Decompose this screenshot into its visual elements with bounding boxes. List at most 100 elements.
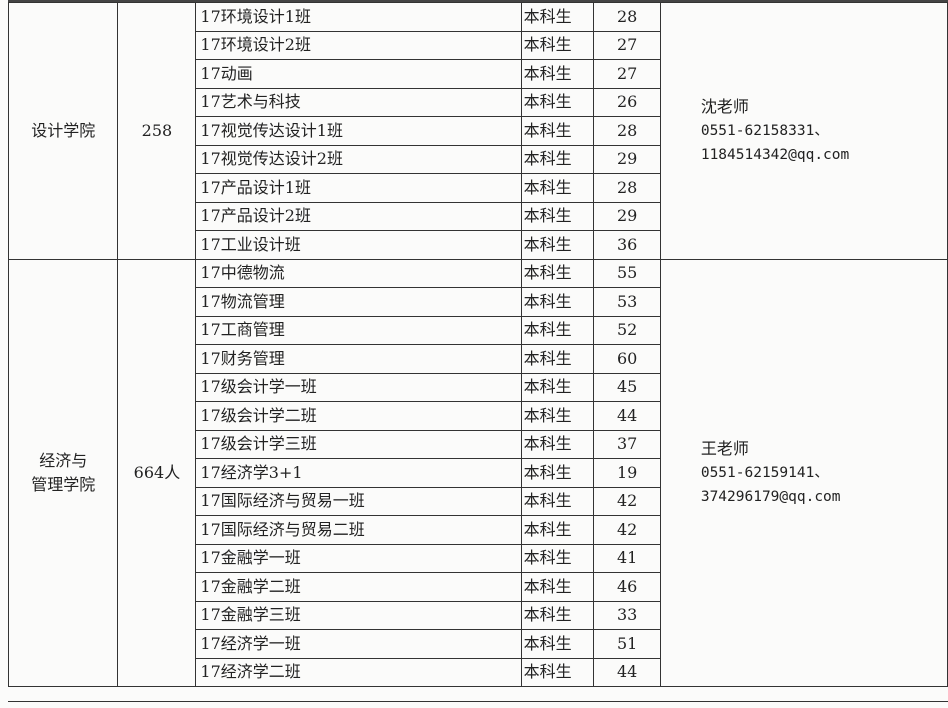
student-count: 52 (593, 315, 661, 345)
class-name: 17国际经济与贸易二班 (195, 515, 522, 545)
student-type: 本科生 (520, 572, 595, 602)
total-count: 664人 (117, 258, 197, 687)
student-type: 本科生 (520, 59, 595, 89)
student-type: 本科生 (520, 2, 595, 32)
table-row: 17产品设计2班 本科生 29 (9, 201, 948, 231)
student-type: 本科生 (520, 515, 595, 545)
contact-name: 王老师 (700, 438, 749, 458)
table-row: 17国际经济与贸易一班 本科生 42 (9, 486, 948, 516)
student-type: 本科生 (520, 429, 595, 459)
student-count: 51 (593, 629, 661, 659)
table-row: 17级会计学一班 本科生 45 (9, 372, 948, 402)
student-count: 45 (593, 372, 661, 402)
table-row: 17财务管理 本科生 60 (9, 344, 948, 374)
student-type: 本科生 (520, 258, 595, 288)
table-row: 17工业设计班 本科生 36 (9, 230, 948, 260)
student-count: 46 (593, 572, 661, 602)
class-name: 17金融学一班 (195, 543, 522, 573)
student-type: 本科生 (520, 401, 595, 431)
student-count: 41 (593, 543, 661, 573)
student-type: 本科生 (520, 230, 595, 260)
student-count: 37 (593, 429, 661, 459)
student-count: 28 (593, 2, 661, 32)
student-type: 本科生 (520, 201, 595, 231)
college-cell: 经济与 管理学院 (7, 258, 119, 687)
student-count: 29 (593, 144, 661, 174)
class-name: 17产品设计2班 (195, 201, 522, 231)
class-name: 17金融学二班 (195, 572, 522, 602)
table-row: 17金融学一班 本科生 41 (9, 543, 948, 573)
class-name: 17经济学一班 (195, 629, 522, 659)
student-type: 本科生 (520, 116, 595, 146)
student-type: 本科生 (520, 344, 595, 374)
table-row: 17级会计学二班 本科生 44 (9, 401, 948, 431)
class-name: 17级会计学三班 (195, 429, 522, 459)
table-row: 17艺术与科技 本科生 26 (9, 87, 948, 117)
next-section-border (8, 701, 948, 708)
class-name: 17工商管理 (195, 315, 522, 345)
student-count: 29 (593, 201, 661, 231)
contact-email: 374296179@qq.com (700, 488, 841, 505)
college-name: 设计学院 (31, 120, 96, 140)
class-name: 17财务管理 (195, 344, 522, 374)
contact-phone: 0551-62158331、 (700, 122, 829, 139)
student-count: 28 (593, 116, 661, 146)
class-roster-table: 设计学院 258 17环境设计1班 本科生 28 沈老师 0551-62158331、 118… (7, 2, 948, 687)
student-type: 本科生 (520, 458, 595, 488)
student-type: 本科生 (520, 372, 595, 402)
student-count: 26 (593, 87, 661, 117)
table-row: 经济与 管理学院 664人 17中德物流 本科生 55 王老师 0551-62159141、 3… (7, 258, 948, 687)
student-count: 27 (593, 59, 661, 89)
class-name: 17环境设计1班 (195, 2, 522, 32)
student-count: 60 (593, 344, 661, 374)
table-row: 17物流管理 本科生 53 (9, 287, 948, 317)
student-type: 本科生 (520, 486, 595, 516)
student-type: 本科生 (520, 173, 595, 203)
student-count: 44 (593, 401, 661, 431)
student-type: 本科生 (520, 629, 595, 659)
student-type: 本科生 (520, 543, 595, 573)
table-row: 17级会计学三班 本科生 37 (9, 429, 948, 459)
table-row: 17视觉传达设计1班 本科生 28 (9, 116, 948, 146)
student-count: 42 (593, 486, 661, 516)
class-name: 17级会计学一班 (195, 372, 522, 402)
student-type: 本科生 (520, 600, 595, 630)
table-row: 17国际经济与贸易二班 本科生 42 (9, 515, 948, 545)
top-border (8, 0, 948, 2)
class-name: 17物流管理 (195, 287, 522, 317)
table-row: 17经济学二班 本科生 44 (9, 657, 948, 687)
class-name: 17工业设计班 (195, 230, 522, 260)
class-name: 17艺术与科技 (195, 87, 522, 117)
class-name: 17视觉传达设计1班 (195, 116, 522, 146)
student-type: 本科生 (520, 87, 595, 117)
student-count: 53 (593, 287, 661, 317)
total-count: 258 (117, 2, 197, 260)
table-row: 17视觉传达设计2班 本科生 29 (9, 144, 948, 174)
table-row: 设计学院 258 17环境设计1班 本科生 28 沈老师 0551-62158331、 118… (7, 2, 948, 260)
college-name: 经济与 (39, 450, 88, 470)
contact-email: 1184514342@qq.com (700, 146, 850, 163)
contact-cell: 王老师 0551-62159141、 374296179@qq.com (659, 258, 948, 687)
class-name: 17经济学3+1 (195, 458, 522, 488)
class-name: 17金融学三班 (195, 600, 522, 630)
student-count: 55 (593, 258, 661, 288)
class-name: 17级会计学二班 (195, 401, 522, 431)
class-name: 17中德物流 (195, 258, 522, 288)
student-type: 本科生 (520, 315, 595, 345)
class-name: 17经济学二班 (195, 657, 522, 687)
student-count: 27 (593, 30, 661, 60)
student-type: 本科生 (520, 144, 595, 174)
student-count: 36 (593, 230, 661, 260)
class-name: 17视觉传达设计2班 (195, 144, 522, 174)
student-type: 本科生 (520, 287, 595, 317)
student-type: 本科生 (520, 657, 595, 687)
college-name: 管理学院 (31, 474, 96, 494)
class-name: 17国际经济与贸易一班 (195, 486, 522, 516)
contact-name: 沈老师 (700, 96, 749, 116)
student-count: 28 (593, 173, 661, 203)
table-row: 17金融学二班 本科生 46 (9, 572, 948, 602)
table-row: 17环境设计2班 本科生 27 (9, 30, 948, 60)
college-cell: 设计学院 (7, 2, 119, 260)
class-name: 17环境设计2班 (195, 30, 522, 60)
table-row: 17动画 本科生 27 (9, 59, 948, 89)
